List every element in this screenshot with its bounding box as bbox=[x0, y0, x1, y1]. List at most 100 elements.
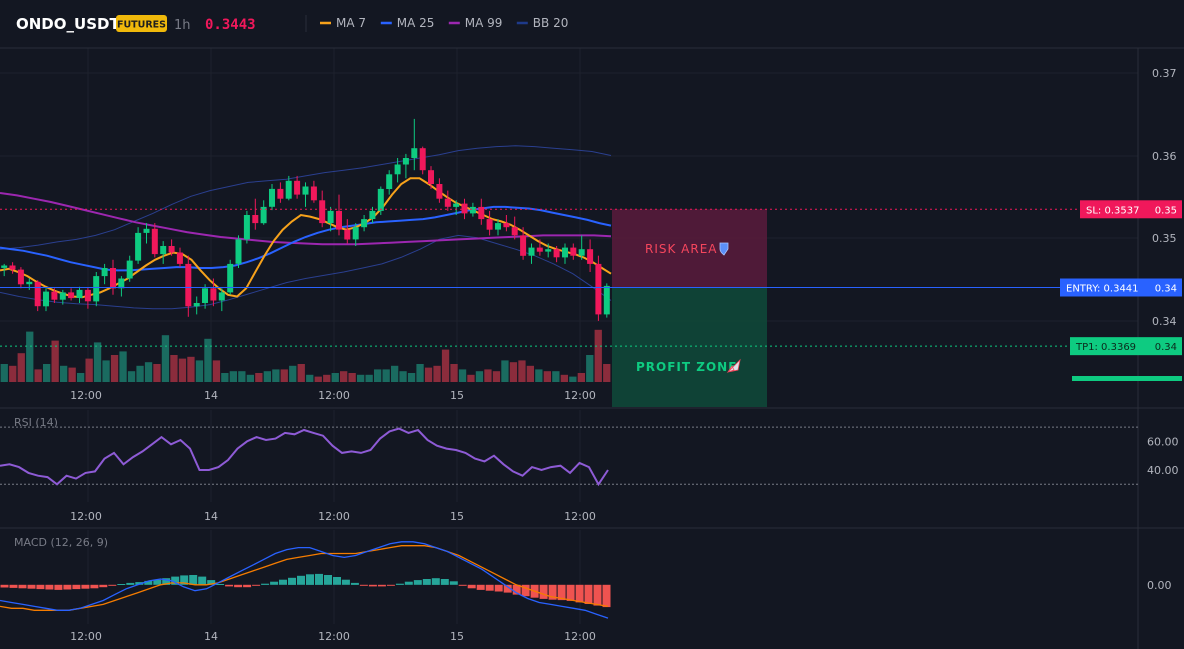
macd-histogram-bar bbox=[297, 575, 305, 585]
macd-histogram-bar bbox=[135, 582, 144, 585]
time-tick-label: 14 bbox=[204, 630, 218, 643]
volume-bar bbox=[577, 373, 585, 382]
volume-bar bbox=[204, 338, 212, 382]
trade-levels: SL: 0.3537 0.35 ENTRY: 0.3441 0.34 TP1: 0.33… bbox=[0, 200, 1182, 381]
candle-body bbox=[503, 223, 510, 228]
candle-body bbox=[160, 246, 167, 255]
volume-bar bbox=[263, 371, 271, 382]
time-tick-label: 15 bbox=[450, 630, 464, 643]
macd-histogram-bar bbox=[153, 579, 162, 585]
candle-body bbox=[269, 188, 275, 207]
tp1-tag-bg bbox=[1070, 337, 1182, 356]
macd-histogram-bar bbox=[63, 584, 72, 590]
candle-body bbox=[352, 227, 359, 240]
candle-body bbox=[520, 235, 527, 256]
volume-bar bbox=[229, 371, 237, 382]
candle-body bbox=[344, 229, 351, 240]
macd-histogram-bar bbox=[171, 576, 180, 585]
bb-upper-line bbox=[0, 145, 612, 250]
volume-bar bbox=[433, 365, 441, 382]
candle-body bbox=[402, 158, 409, 165]
candle-body bbox=[168, 246, 175, 253]
volume-bar bbox=[399, 371, 407, 382]
time-tick-label: 12:00 bbox=[564, 389, 596, 402]
volume-bar bbox=[9, 365, 17, 382]
volume-bar bbox=[60, 365, 68, 382]
volume-bar bbox=[458, 369, 467, 382]
volume-bar bbox=[170, 355, 178, 382]
volume-bar bbox=[535, 369, 543, 382]
macd-histogram-bar bbox=[117, 584, 126, 585]
macd-title: MACD (12, 26, 9) bbox=[14, 536, 108, 549]
macd-histogram-bar bbox=[162, 578, 171, 585]
candle-body bbox=[185, 263, 192, 307]
candle-body bbox=[43, 291, 49, 307]
macd-histogram-bar bbox=[18, 584, 27, 589]
macd-histogram-bar bbox=[207, 580, 216, 585]
candle-body bbox=[101, 268, 108, 277]
volume-bar bbox=[187, 356, 195, 382]
candle-body bbox=[202, 288, 208, 303]
sl-tag: SL: 0.3537 bbox=[1086, 205, 1139, 216]
timeframe-label[interactable]: 1h bbox=[174, 18, 191, 33]
candle-body bbox=[118, 278, 125, 289]
macd-histogram-bar bbox=[422, 579, 431, 585]
symbol-name[interactable]: ONDO_USDT bbox=[16, 15, 120, 33]
macd-histogram-bar bbox=[279, 579, 287, 585]
candle-body bbox=[587, 249, 594, 264]
candle-body bbox=[176, 252, 183, 264]
volume-bar bbox=[357, 374, 365, 382]
macd-histogram-bar bbox=[413, 580, 422, 585]
macd-histogram-bar bbox=[584, 584, 593, 604]
volume-bar bbox=[246, 374, 254, 382]
legend-label: MA 99 bbox=[465, 16, 503, 30]
ma99-line bbox=[0, 192, 612, 246]
volume-bar bbox=[365, 374, 373, 382]
volume-bar bbox=[289, 365, 297, 382]
macd-histogram-bar bbox=[216, 584, 225, 585]
macd-histogram-bar bbox=[9, 584, 18, 588]
candle-body bbox=[51, 291, 58, 300]
volume-bar bbox=[17, 353, 25, 382]
zone-labels: RISK AREA PROFIT ZONE bbox=[636, 242, 741, 374]
volume-bar bbox=[501, 360, 509, 382]
candle-body bbox=[361, 219, 368, 228]
macd-histogram-bar bbox=[324, 575, 332, 585]
volume-bar bbox=[340, 371, 348, 382]
time-tick-label: 12:00 bbox=[564, 630, 596, 643]
candle-body bbox=[486, 219, 493, 230]
macd-histogram-bar bbox=[449, 581, 458, 585]
candle-body bbox=[562, 247, 568, 258]
candle-body bbox=[310, 186, 317, 201]
macd-histogram-bar bbox=[54, 584, 63, 590]
candle-body bbox=[26, 281, 33, 285]
rsi-tick-label: 40.00 bbox=[1147, 464, 1179, 477]
candle-body bbox=[536, 247, 543, 252]
sl-tag-bg bbox=[1080, 200, 1182, 219]
candle-body bbox=[210, 288, 217, 301]
macd-histogram-bar bbox=[593, 584, 602, 606]
macd-histogram-bar bbox=[27, 584, 36, 589]
macd-histogram-bar bbox=[485, 584, 494, 591]
candles bbox=[1, 118, 610, 321]
candle-body bbox=[285, 180, 292, 199]
macd-histogram-bar bbox=[602, 584, 611, 608]
macd-histogram-bar bbox=[440, 579, 449, 585]
candle-body bbox=[260, 206, 267, 224]
volume-bar bbox=[484, 369, 492, 382]
macd-line bbox=[0, 541, 609, 619]
time-tick-label: 12:00 bbox=[318, 389, 350, 402]
candle-body bbox=[478, 206, 485, 220]
candle-body bbox=[319, 200, 326, 224]
time-tick-label: 12:00 bbox=[70, 630, 102, 643]
candle-body bbox=[495, 223, 501, 230]
macd-pane: MACD (12, 26, 9) 0.00 bbox=[0, 536, 1172, 619]
volume-bar bbox=[195, 360, 204, 382]
volume-bar bbox=[560, 374, 568, 382]
macd-histogram-bar bbox=[404, 581, 413, 585]
candle-body bbox=[336, 210, 342, 230]
macd-histogram-bar bbox=[198, 576, 207, 585]
volume-bar bbox=[509, 362, 518, 382]
macd-histogram-bar bbox=[341, 579, 350, 585]
